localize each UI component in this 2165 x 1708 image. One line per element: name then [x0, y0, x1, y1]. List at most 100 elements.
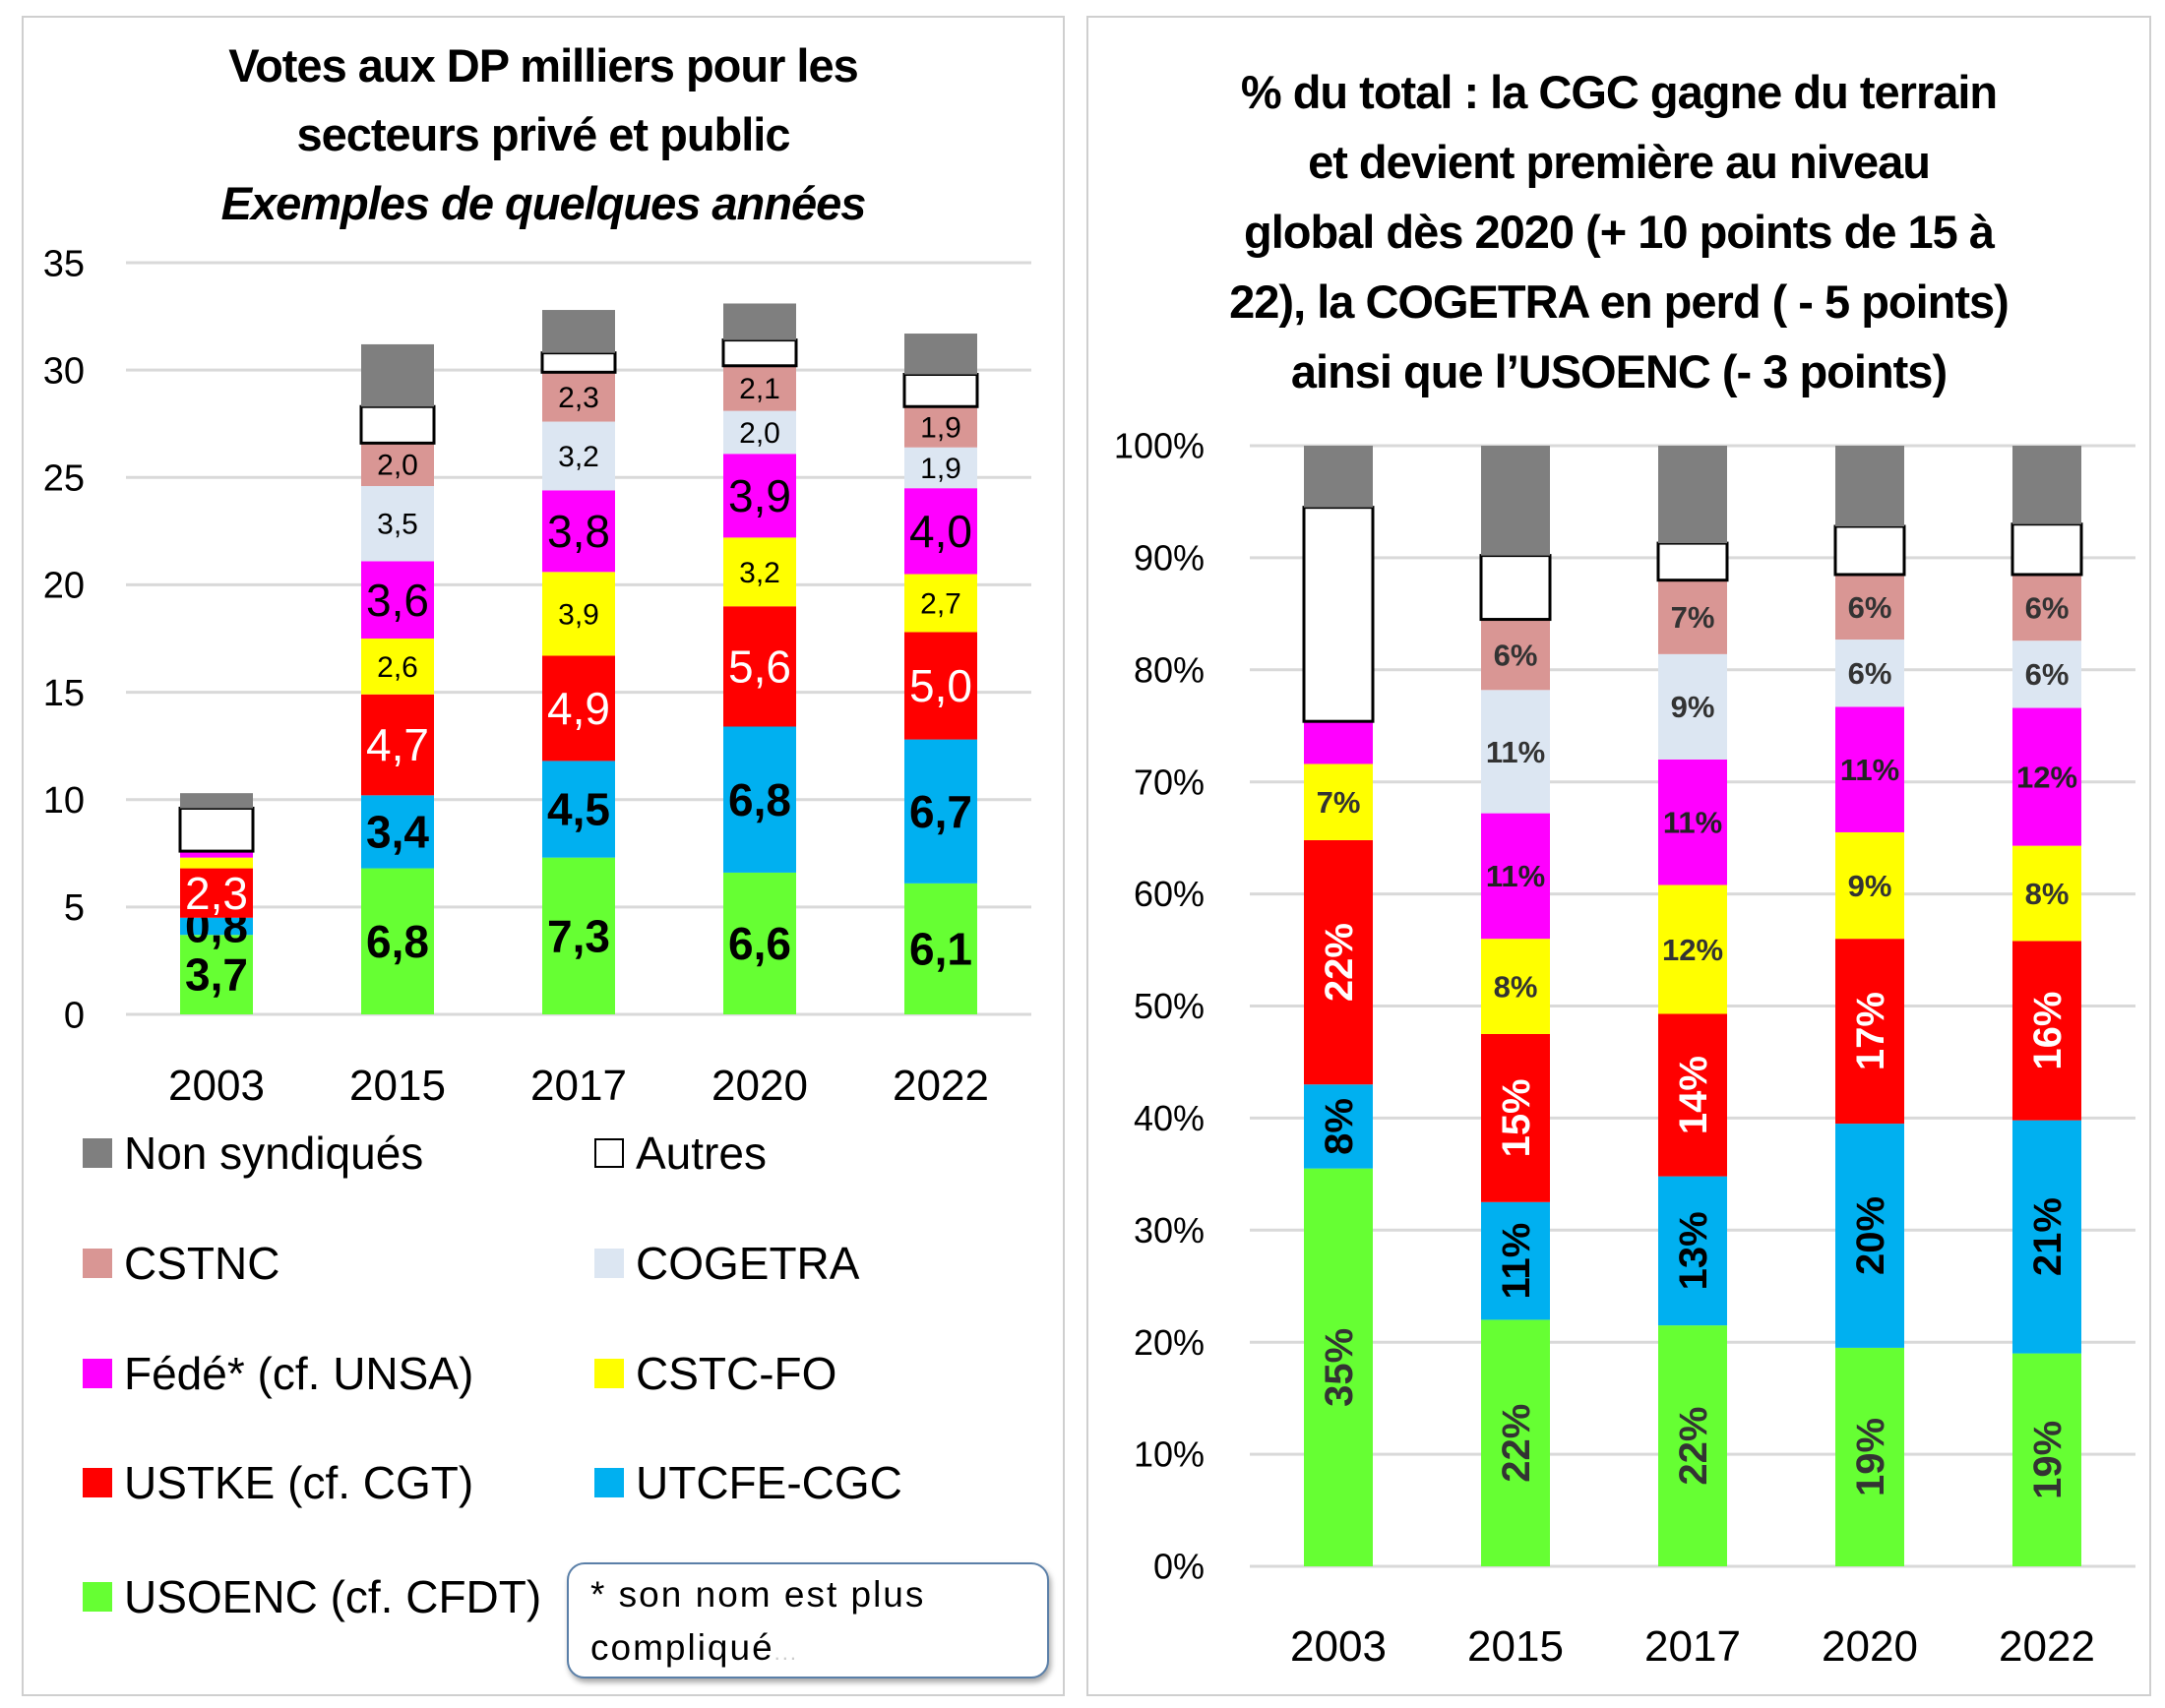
data-label-cstnc-2015: 2,0 — [377, 450, 418, 482]
data-label-ustke-cf-cgt-2022: 5,0 — [909, 660, 972, 711]
y-tick-label: 35 — [43, 243, 85, 284]
data-label-cogetra-2017: 3,2 — [558, 441, 599, 473]
data-label-usoenc-cf-cfdt-2015: 6,8 — [366, 916, 429, 967]
bar-segment-cstnc-2022 — [2012, 574, 2081, 641]
data-label-usoenc-cf-cfdt-2022: 6,1 — [909, 924, 972, 975]
bar-segment-autres-2015 — [1479, 554, 1552, 622]
legend-item-non-syndiques: Non syndiqués — [83, 1127, 423, 1180]
bar-segment-cstc-fo-2020 — [723, 537, 796, 607]
bar-segment-autres-2022 — [2010, 522, 2083, 577]
right-title-line-2: et devient première au niveau — [1308, 136, 1931, 188]
bar-segment-non-syndiques-2017 — [542, 310, 615, 353]
data-label-cstnc-2015: 6% — [1494, 638, 1538, 672]
legend-label: Non syndiqués — [124, 1128, 424, 1179]
bar-segment-utcfe-cgc-2022 — [2012, 1120, 2081, 1354]
footnote-line-1: * son nom est plus — [590, 1574, 926, 1615]
data-label-cstc-fo-2022: 8% — [2025, 877, 2070, 911]
bar-segment-usoenc-cf-cfdt-2015 — [1481, 1319, 1550, 1566]
legend-label: USTKE (cf. CGT) — [124, 1457, 474, 1508]
left-chart-title: Votes aux DP milliers pour les secteurs … — [24, 31, 1063, 238]
right-title-line-1: % du total : la CGC gagne du terrain — [1240, 66, 1998, 118]
bar-segment-autres-2003 — [1302, 506, 1375, 723]
legend-swatch-non-syndiques — [83, 1138, 112, 1168]
data-label-ustke-cf-cgt-2020: 5,6 — [728, 640, 791, 692]
data-label-utcfe-cgc-2017: 4,5 — [547, 784, 610, 835]
data-label-ustke-cf-cgt-2003: 2,3 — [185, 868, 248, 919]
bar-segment-cstnc-2015 — [361, 443, 434, 487]
data-label-utcfe-cgc-2017: 13% — [1672, 1211, 1715, 1290]
data-label-ustke-cf-cgt-2017: 4,9 — [547, 683, 610, 734]
bar-segment-usoenc-cf-cfdt-2017 — [542, 857, 615, 1014]
right-title-line-3: global dès 2020 (+ 10 points de 15 à — [1243, 206, 1995, 258]
y-tick-label: 10% — [1134, 1434, 1205, 1475]
legend-swatch-autres — [594, 1138, 624, 1168]
legend-label: COGETRA — [636, 1238, 860, 1289]
bar-segment-fede-cf-unsa-2022 — [2012, 707, 2081, 846]
bar-segment-cstc-fo-2022 — [2012, 845, 2081, 942]
data-label-cstnc-2017: 2,3 — [558, 382, 599, 414]
bar-segment-cstc-fo-2003 — [1304, 763, 1373, 840]
bar-segment-non-syndiques-2015 — [1481, 446, 1550, 556]
legend-swatch-cstnc — [83, 1249, 112, 1278]
data-label-usoenc-cf-cfdt-2015: 22% — [1495, 1404, 1538, 1483]
bar-segment-fede-cf-unsa-2017 — [542, 490, 615, 573]
x-tick-label: 2017 — [530, 1062, 627, 1110]
y-tick-label: 15 — [43, 673, 85, 714]
x-tick-label: 2015 — [349, 1062, 446, 1110]
footnote-ellipsis: ... — [773, 1640, 798, 1665]
bar-segment-autres-2017 — [540, 351, 617, 374]
legend-item-utcfe-cgc: UTCFE-CGC — [594, 1456, 902, 1509]
data-label-cstc-fo-2020: 3,2 — [739, 557, 780, 589]
bar-segment-cstc-fo-2017 — [542, 572, 615, 656]
y-tick-label: 40% — [1134, 1098, 1205, 1138]
bar-segment-fede-cf-unsa-2003 — [180, 851, 253, 858]
legend-item-cstc-fo: CSTC-FO — [594, 1347, 836, 1400]
bar-segment-cstc-fo-2003 — [180, 857, 253, 869]
bar-segment-cogetra-2017 — [1658, 653, 1727, 760]
y-tick-label: 20 — [43, 566, 85, 607]
legend-swatch-ustke-cf-cgt — [83, 1468, 112, 1497]
x-tick-label: 2022 — [893, 1062, 989, 1110]
legend-swatch-cogetra — [594, 1249, 624, 1278]
bar-segment-non-syndiques-2022 — [904, 334, 977, 375]
bar-segment-ustke-cf-cgt-2017 — [542, 655, 615, 762]
x-tick-label: 2017 — [1644, 1622, 1741, 1671]
bar-segment-autres-2003 — [178, 806, 255, 853]
legend-label: Autres — [636, 1128, 767, 1179]
data-label-fede-cf-unsa-2015: 3,6 — [366, 575, 429, 626]
bar-segment-cstc-fo-2022 — [904, 574, 977, 633]
data-label-fede-cf-unsa-2015: 11% — [1486, 859, 1545, 893]
data-label-utcfe-cgc-2022: 21% — [2026, 1197, 2070, 1276]
x-tick-label: 2003 — [1290, 1622, 1387, 1671]
bar-segment-non-syndiques-2003 — [1304, 446, 1373, 508]
y-tick-label: 80% — [1134, 649, 1205, 690]
bar-segment-ustke-cf-cgt-2017 — [1658, 1013, 1727, 1177]
legend-item-usoenc-cf-cfdt: USOENC (cf. CFDT) — [83, 1570, 541, 1623]
bar-segment-utcfe-cgc-2020 — [1835, 1124, 1904, 1348]
bar-segment-fede-cf-unsa-2022 — [904, 488, 977, 575]
bar-segment-utcfe-cgc-2015 — [361, 795, 434, 869]
data-label-fede-cf-unsa-2017: 3,8 — [547, 506, 610, 557]
y-tick-label: 5 — [64, 887, 85, 929]
y-tick-label: 60% — [1134, 874, 1205, 914]
right-title-line-4: 22), la COGETRA en perd ( - 5 points) — [1229, 275, 2010, 328]
legend-label: UTCFE-CGC — [636, 1457, 902, 1508]
bar-segment-ustke-cf-cgt-2020 — [1835, 939, 1904, 1125]
data-label-cstc-fo-2020: 9% — [1848, 869, 1892, 903]
y-tick-label: 10 — [43, 780, 85, 822]
data-label-cogetra-2022: 1,9 — [920, 453, 961, 485]
bar-segment-utcfe-cgc-2003 — [1304, 1084, 1373, 1169]
legend-item-cogetra: COGETRA — [594, 1237, 859, 1290]
data-label-cstc-fo-2015: 2,6 — [377, 651, 418, 684]
data-label-ustke-cf-cgt-2015: 15% — [1495, 1078, 1538, 1157]
bar-segment-cstc-fo-2020 — [1835, 831, 1904, 940]
bar-segment-utcfe-cgc-2020 — [723, 726, 796, 873]
data-label-cogetra-2022: 6% — [2025, 657, 2070, 692]
y-tick-label: 20% — [1134, 1322, 1205, 1363]
bar-segment-cstc-fo-2017 — [1658, 884, 1727, 1014]
bar-segment-ustke-cf-cgt-2022 — [904, 632, 977, 740]
legend-label: CSTC-FO — [636, 1348, 837, 1399]
data-label-cogetra-2017: 9% — [1671, 690, 1715, 724]
bar-segment-autres-2022 — [902, 373, 979, 408]
bar-segment-non-syndiques-2003 — [180, 793, 253, 809]
